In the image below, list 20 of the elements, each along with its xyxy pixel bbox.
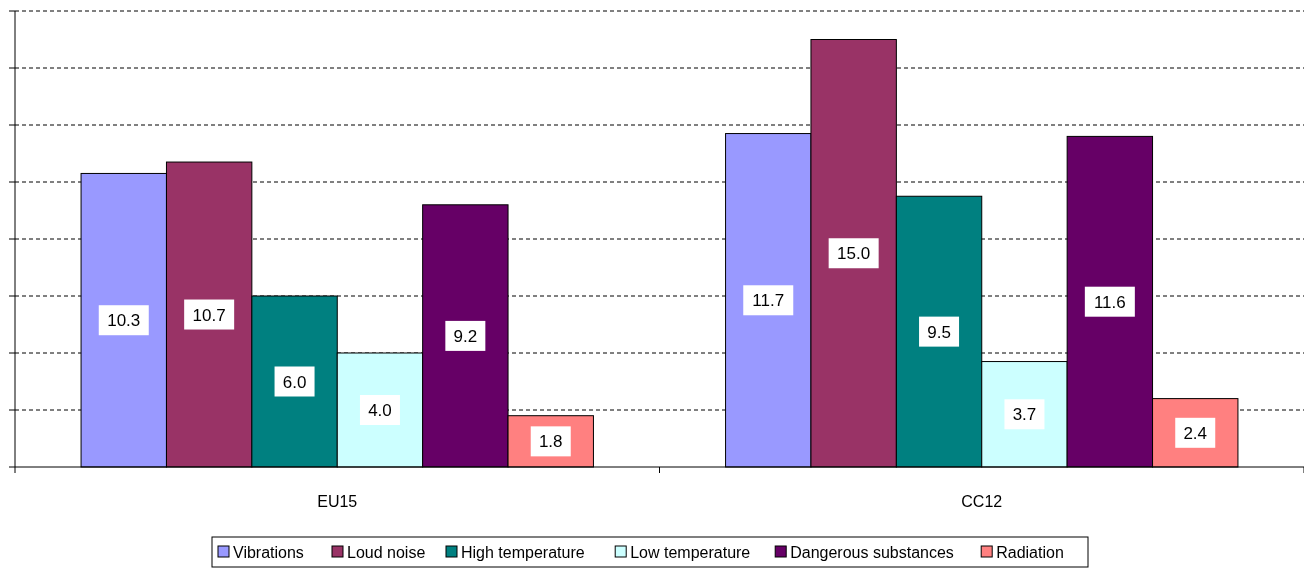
- legend-label: Vibrations: [233, 544, 304, 561]
- legend-label: Radiation: [996, 544, 1064, 561]
- legend-label: Low temperature: [630, 544, 751, 561]
- legend-label: Loud noise: [347, 544, 426, 561]
- x-tick-label: CC12: [961, 493, 1003, 510]
- data-label: 3.7: [1012, 405, 1037, 425]
- legend-label: Dangerous substances: [790, 544, 954, 561]
- data-label: 11.6: [1093, 292, 1126, 312]
- data-label: 1.8: [538, 432, 563, 452]
- data-label: 11.7: [752, 291, 785, 311]
- x-tick-label: EU15: [317, 493, 358, 510]
- data-label: 10.7: [192, 305, 226, 325]
- data-label: 2.4: [1183, 423, 1208, 443]
- data-label: 15.0: [837, 244, 871, 264]
- data-label: 6.0: [282, 372, 307, 392]
- data-label: 10.3: [107, 311, 141, 331]
- data-label: 9.5: [927, 322, 951, 342]
- data-label: 9.2: [453, 326, 478, 346]
- data-label: 4.0: [368, 401, 392, 420]
- legend-label: High temperature: [461, 544, 585, 561]
